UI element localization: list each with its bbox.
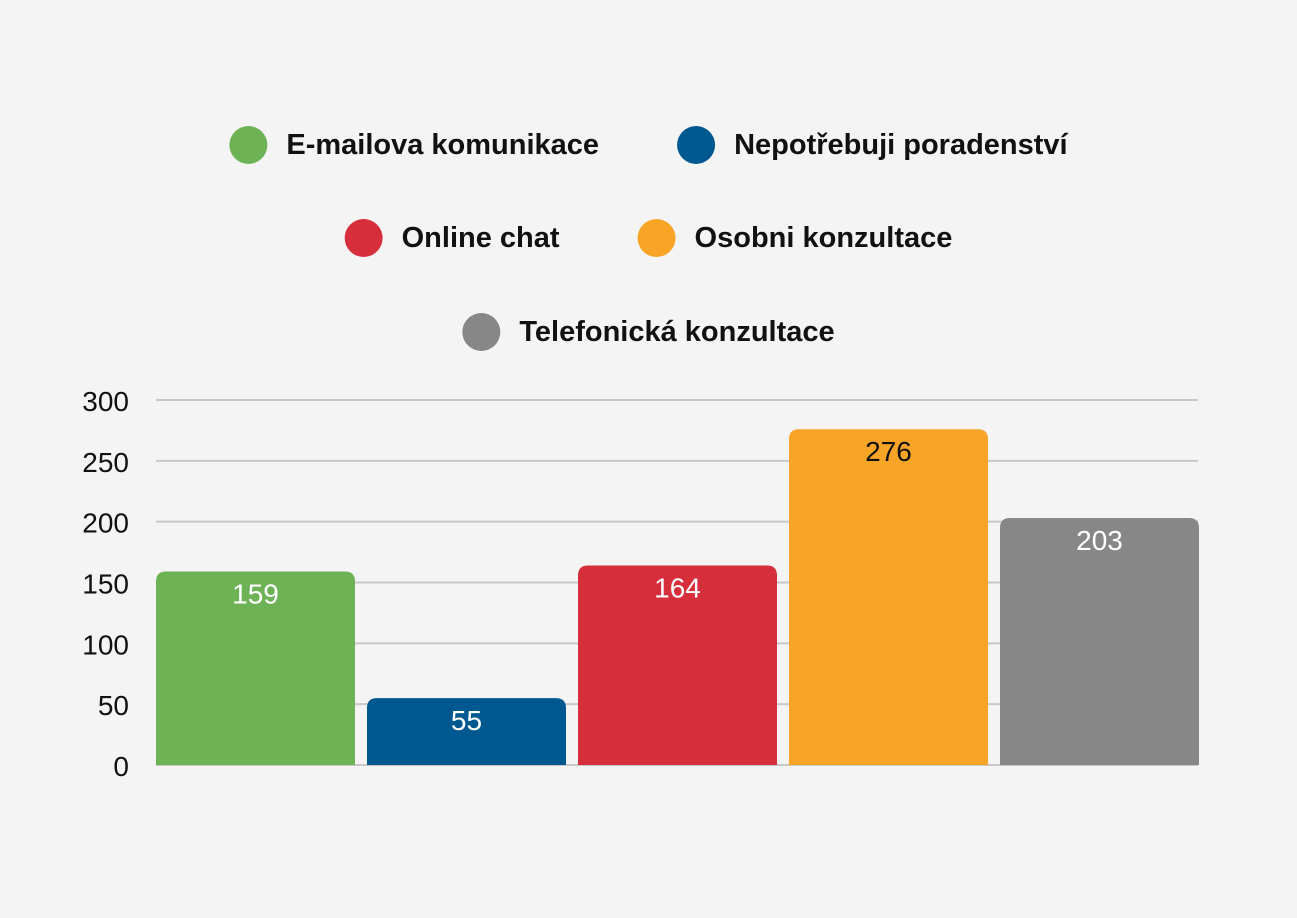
legend-item-osobni-konzultace: Osobni konzultace: [637, 219, 953, 257]
legend-item-nepotrebuji-poradenstvi: Nepotřebuji poradenství: [677, 126, 1069, 164]
y-tick-label: 200: [82, 508, 129, 539]
y-tick-label: 100: [82, 629, 129, 660]
legend-item-telefonicka-konzultace: Telefonická konzultace: [462, 313, 835, 351]
data-label-e-mailova-komunikace: 159: [232, 579, 279, 610]
data-label-online-chat: 164: [654, 572, 701, 603]
bar-online-chat: [578, 565, 777, 765]
y-tick-label: 250: [82, 447, 129, 478]
legend-label: Nepotřebuji poradenství: [734, 129, 1068, 161]
legend-swatch: [637, 219, 676, 257]
legend-swatch: [677, 126, 716, 164]
legend-swatch: [344, 219, 383, 257]
legend-swatch: [229, 126, 268, 164]
y-tick-label: 0: [113, 751, 129, 782]
data-label-osobni-konzultace: 276: [865, 436, 912, 467]
legend-item-online-chat: Online chat: [344, 219, 560, 257]
y-tick-label: 150: [82, 569, 129, 600]
legend-item-e-mailova-komunikace: E-mailova komunikace: [229, 126, 599, 164]
legend-label: Telefonická konzultace: [519, 316, 834, 348]
data-label-nepotrebuji-poradenstvi: 55: [451, 705, 482, 736]
bar-nepotrebuji-poradenstvi: [367, 698, 566, 765]
legend-label: Online chat: [402, 222, 560, 254]
legend: E-mailova komunikace Nepotřebuji poradens…: [229, 126, 1069, 351]
data-label-telefonicka-konzultace: 203: [1076, 525, 1123, 556]
bar-e-mailova-komunikace: [156, 571, 355, 765]
y-tick-label: 300: [82, 386, 129, 417]
y-tick-label: 50: [98, 690, 129, 721]
legend-label: Osobni konzultace: [695, 222, 953, 254]
bar-osobni-konzultace: [789, 429, 988, 765]
bar-telefonicka-konzultace: [1000, 518, 1199, 765]
bars: [156, 429, 1199, 765]
y-axis: 0 50 100 150 200 250 300: [82, 386, 129, 782]
legend-swatch: [462, 313, 501, 351]
legend-label: E-mailova komunikace: [286, 129, 599, 161]
data-labels: 159 55 164 276 203: [232, 436, 1123, 736]
